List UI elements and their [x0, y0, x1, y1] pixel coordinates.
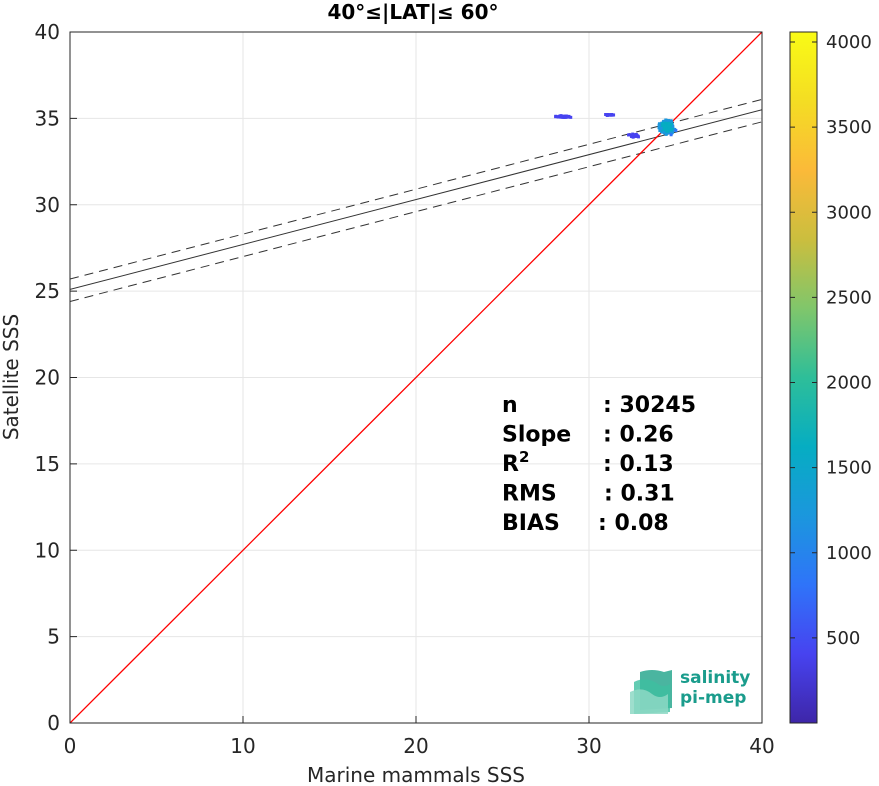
density-point	[664, 132, 668, 136]
density-point	[657, 126, 661, 130]
x-tick-label: 40	[749, 734, 774, 758]
logo-wave-front	[630, 689, 668, 714]
density-point	[667, 125, 671, 129]
salinity-pi-mep-logo: salinity pi-mep	[630, 668, 750, 714]
colorbar-tick-label: 1500	[826, 458, 872, 479]
stat-value: : 30245	[603, 393, 696, 418]
y-tick-label: 20	[35, 366, 60, 390]
density-point	[666, 119, 670, 123]
density-point	[633, 133, 637, 137]
density-point	[657, 123, 661, 127]
density-point	[569, 115, 573, 119]
density-point	[669, 133, 673, 137]
stat-label: R2	[502, 448, 529, 477]
y-tick-label: 10	[35, 538, 60, 562]
density-point	[664, 118, 668, 122]
density-point	[611, 113, 615, 117]
colorbar-tick-label: 500	[826, 628, 860, 649]
density-point	[669, 128, 673, 132]
y-axis-label: Satellite SSS	[0, 314, 23, 440]
density-point	[666, 124, 670, 128]
density-point	[636, 135, 640, 139]
stat-label-text: Slope	[502, 423, 571, 448]
logo-line2: pi-mep	[680, 688, 746, 708]
x-tick-label: 10	[230, 734, 255, 758]
density-point	[669, 123, 673, 127]
fit-lines	[70, 32, 762, 723]
density-point	[565, 115, 569, 119]
y-tick-label: 30	[35, 193, 60, 217]
density-point	[608, 113, 612, 117]
density-point	[661, 122, 665, 126]
stat-label-text: BIAS	[502, 511, 560, 536]
density-points	[554, 113, 678, 139]
x-tick-label: 0	[64, 734, 77, 758]
stat-superscript: 2	[519, 448, 529, 466]
y-tick-label: 15	[35, 452, 60, 476]
density-point	[631, 133, 635, 137]
x-ticks: 0 10 20 30 40	[64, 716, 775, 758]
identity-line	[70, 32, 762, 723]
regression-line	[70, 109, 762, 290]
colorbar-tick-label: 2500	[826, 287, 872, 308]
stats-box: n : 30245 Slope : 0.26 R2 : 0.13 RMS : 0.31 BIAS…	[502, 393, 696, 536]
colorbar-ticks: 500 1000 1500 2000 2500 3000 3500 4000	[790, 32, 872, 649]
density-point	[560, 115, 564, 119]
stat-value: : 0.08	[598, 511, 669, 536]
density-point	[669, 120, 673, 124]
density-point	[554, 115, 558, 119]
density-point	[667, 121, 671, 125]
density-point	[662, 127, 666, 131]
stat-label-text: n	[502, 393, 518, 418]
density-point	[662, 130, 666, 134]
density-point	[664, 128, 668, 132]
stat-value: : 0.31	[604, 482, 675, 507]
colorbar-tick-label: 3500	[826, 117, 872, 138]
density-point	[659, 126, 663, 130]
y-tick-label: 25	[35, 279, 60, 303]
stat-label: RMS	[502, 482, 557, 507]
stat-label: Slope	[502, 423, 571, 448]
stat-label: BIAS	[502, 511, 560, 536]
colorbar-tick-label: 4000	[826, 32, 872, 53]
colorbar-tick-label: 3000	[826, 202, 872, 223]
x-tick-label: 30	[576, 734, 601, 758]
density-point	[664, 126, 668, 130]
stat-label: n	[502, 393, 518, 418]
colorbar	[789, 31, 818, 724]
y-ticks: 0 5 10 15 20 25 30 35 40	[35, 20, 77, 735]
colorbar-tick-label: 2000	[826, 373, 872, 394]
density-point	[674, 128, 678, 132]
y-tick-label: 40	[35, 20, 60, 44]
density-point	[672, 128, 676, 132]
y-tick-label: 0	[47, 711, 60, 735]
stat-label-text: RMS	[502, 482, 557, 507]
stat-label-text: R	[502, 452, 519, 477]
chart-title: 40°≤|LAT|≤ 60°	[327, 0, 498, 24]
x-tick-label: 20	[403, 734, 428, 758]
density-point	[671, 125, 675, 129]
density-point	[669, 119, 673, 123]
y-tick-label: 5	[47, 625, 60, 649]
density-point	[629, 134, 633, 138]
density-point	[628, 133, 632, 137]
x-axis-label: Marine mammals SSS	[307, 763, 525, 786]
colorbar-tick-label: 1000	[826, 543, 872, 564]
stat-value: : 0.13	[603, 452, 674, 477]
density-point	[604, 113, 608, 117]
y-tick-label: 35	[35, 106, 60, 130]
stat-value: : 0.26	[603, 423, 674, 448]
density-point	[606, 113, 610, 117]
logo-line1: salinity	[680, 668, 750, 688]
density-point	[663, 123, 667, 127]
density-point	[667, 131, 671, 135]
